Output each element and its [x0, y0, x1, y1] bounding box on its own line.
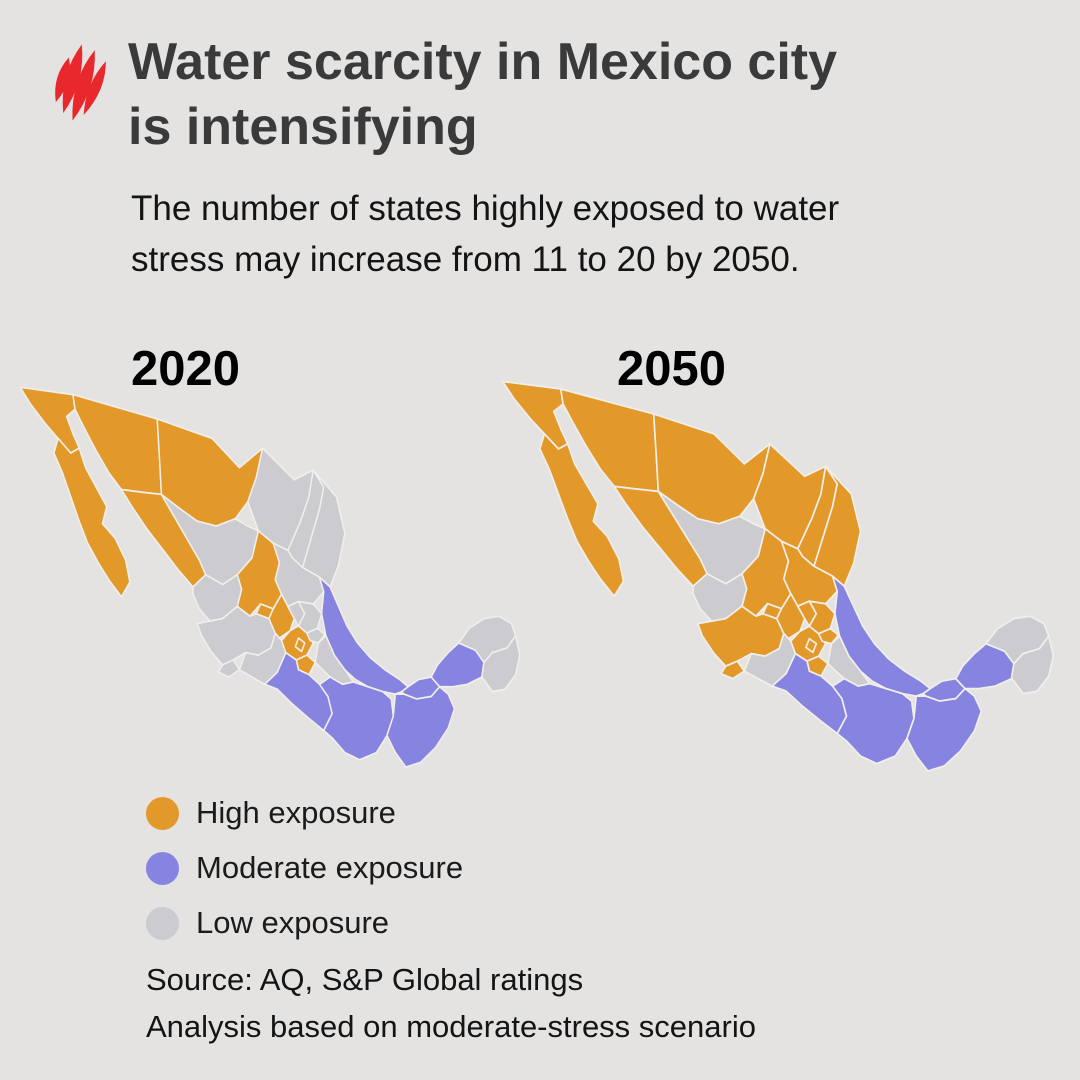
page-subtitle-line2: stress may increase from 11 to 20 by 205…: [131, 239, 800, 279]
state-chiapas: [386, 685, 456, 768]
legend-swatch-low-icon: [146, 906, 179, 940]
state-colima: [217, 659, 241, 678]
state-colima: [720, 660, 746, 680]
state-bcs: [539, 433, 625, 598]
map-year-label-2020: 2020: [131, 342, 241, 396]
state-quintana_roo: [481, 634, 521, 693]
state-bcs: [53, 437, 131, 598]
state-cdmx: [805, 637, 818, 654]
state-michoacan: [238, 632, 287, 686]
legend-swatch-moderate-icon: [146, 851, 179, 885]
page-title-line1: Water scarcity in Mexico city: [128, 33, 838, 91]
legend: High exposure Moderate exposure Low expo…: [146, 795, 463, 941]
state-tlaxcala: [306, 627, 326, 644]
state-chiapas: [906, 687, 983, 772]
source-line2: Analysis based on moderate-stress scenar…: [146, 1009, 756, 1045]
state-bc: [501, 380, 569, 450]
state-bc: [19, 386, 80, 454]
source-line1: Source: AQ, S&P Global ratings: [146, 962, 584, 997]
legend-label-high: High exposure: [196, 795, 396, 830]
legend-item-moderate: Moderate exposure: [146, 850, 463, 886]
sbs-logo-icon: [55, 44, 106, 121]
legend-item-high: High exposure: [146, 795, 463, 831]
mexico-map-2050: [501, 380, 1055, 772]
mexico-map-2020: [19, 386, 521, 768]
page-title-line2: is intensifying: [128, 98, 478, 156]
legend-swatch-high-icon: [146, 796, 179, 830]
legend-item-low: Low exposure: [146, 905, 463, 941]
page-subtitle: The number of states highly exposed to w…: [131, 184, 839, 286]
state-michoacan: [743, 632, 797, 687]
page-title: Water scarcity in Mexico city is intensi…: [128, 30, 837, 160]
source-note: Source: AQ, S&P Global ratings Analysis …: [146, 956, 756, 1050]
state-quintana_roo: [1010, 635, 1055, 695]
map-year-label-2050: 2050: [617, 342, 727, 396]
state-cdmx: [294, 637, 306, 653]
legend-label-low: Low exposure: [196, 905, 390, 940]
legend-label-moderate: Moderate exposure: [196, 850, 464, 885]
page-subtitle-line1: The number of states highly exposed to w…: [131, 189, 840, 228]
state-tlaxcala: [817, 627, 840, 645]
